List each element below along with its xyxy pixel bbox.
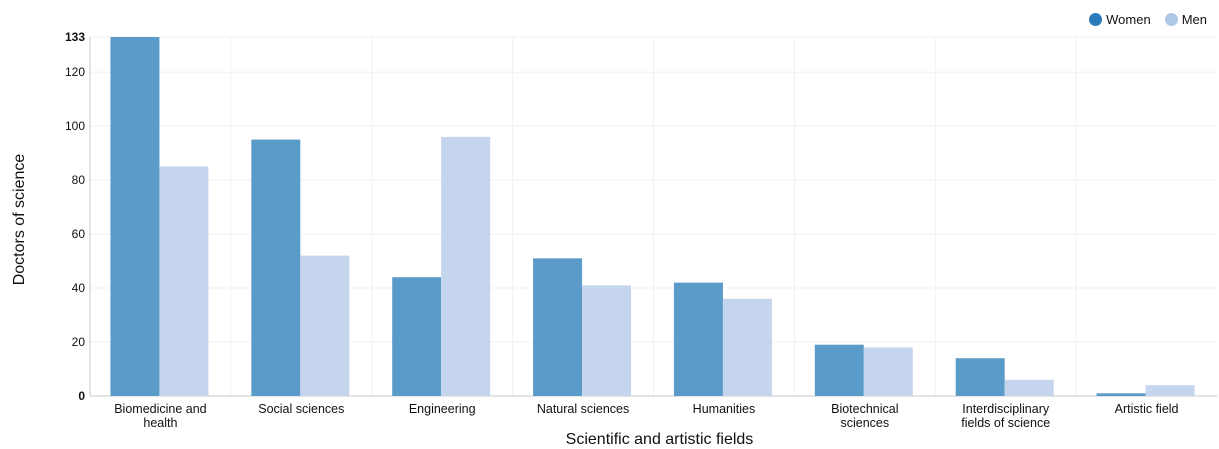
y-tick-label: 60 bbox=[72, 227, 86, 241]
y-tick-label: 0 bbox=[78, 389, 85, 403]
bar-men bbox=[722, 298, 772, 396]
bar-women bbox=[673, 282, 723, 396]
bar-men bbox=[159, 166, 209, 396]
x-category-label: Interdisciplinary fields of science bbox=[961, 402, 1050, 430]
x-category-label: Biotechnical sciences bbox=[831, 402, 898, 430]
legend: Women Men bbox=[1089, 12, 1207, 27]
bar-women bbox=[955, 358, 1005, 396]
bar-women bbox=[251, 139, 301, 397]
legend-label-women: Women bbox=[1106, 12, 1151, 27]
x-category-label: Engineering bbox=[409, 402, 476, 416]
bar-men bbox=[441, 136, 491, 396]
y-axis-title: Doctors of science bbox=[11, 154, 28, 286]
bar-women bbox=[814, 344, 864, 396]
x-category-label: Biomedicine and health bbox=[114, 402, 206, 430]
bar-women bbox=[392, 277, 442, 396]
bar-men bbox=[1004, 379, 1054, 396]
y-tick-label: 100 bbox=[65, 119, 85, 133]
x-axis-title: Scientific and artistic fields bbox=[566, 431, 754, 448]
y-tick-label: 20 bbox=[72, 335, 86, 349]
bar-men bbox=[1145, 385, 1195, 396]
legend-swatch-men bbox=[1164, 13, 1178, 26]
bar-women bbox=[1096, 393, 1146, 396]
legend-swatch-women bbox=[1089, 13, 1103, 26]
y-tick-label: 80 bbox=[72, 173, 86, 187]
y-tick-label: 40 bbox=[72, 281, 86, 295]
x-category-label: Humanities bbox=[693, 402, 756, 416]
bar-women bbox=[110, 37, 160, 396]
x-category-label: Social sciences bbox=[258, 402, 344, 416]
legend-item-men[interactable]: Men bbox=[1164, 12, 1207, 27]
y-tick-label: 133 bbox=[65, 30, 85, 44]
legend-item-women[interactable]: Women bbox=[1089, 12, 1151, 27]
bar-men bbox=[863, 347, 913, 396]
x-category-label: Artistic field bbox=[1115, 402, 1179, 416]
x-category-label: Natural sciences bbox=[537, 402, 629, 416]
legend-label-men: Men bbox=[1181, 12, 1207, 27]
bar-men bbox=[582, 285, 632, 396]
bar-women bbox=[533, 258, 583, 396]
bar-men bbox=[300, 255, 350, 396]
y-tick-label: 120 bbox=[65, 65, 85, 79]
